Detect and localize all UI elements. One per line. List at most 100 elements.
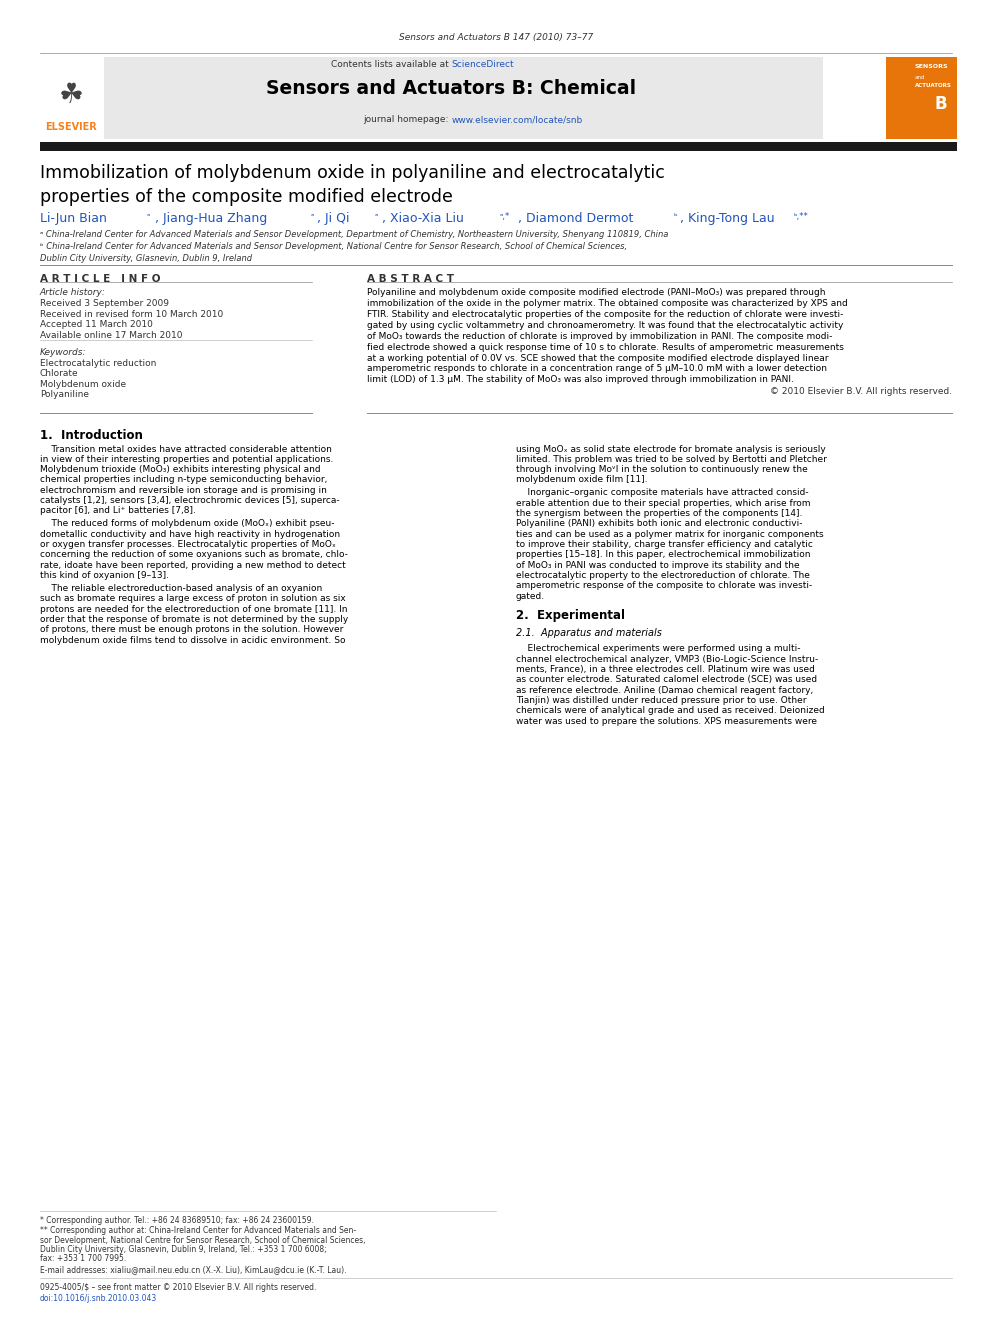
Text: Article history:: Article history: [40, 288, 105, 298]
Text: ᵃ: ᵃ [310, 212, 313, 221]
Text: ACTUATORS: ACTUATORS [915, 83, 951, 89]
Text: * Corresponding author. Tel.: +86 24 83689510; fax: +86 24 23600159.: * Corresponding author. Tel.: +86 24 836… [40, 1216, 313, 1225]
Text: Sensors and Actuators B 147 (2010) 73–77: Sensors and Actuators B 147 (2010) 73–77 [399, 33, 593, 42]
Text: sor Development, National Centre for Sensor Research, School of Chemical Science: sor Development, National Centre for Sen… [40, 1236, 365, 1245]
Text: © 2010 Elsevier B.V. All rights reserved.: © 2010 Elsevier B.V. All rights reserved… [770, 388, 952, 397]
Text: ᵃ: ᵃ [375, 212, 378, 221]
Text: properties of the composite modified electrode: properties of the composite modified ele… [40, 188, 452, 206]
Text: such as bromate requires a large excess of proton in solution as six: such as bromate requires a large excess … [40, 594, 345, 603]
Text: chemical properties including n-type semiconducting behavior,: chemical properties including n-type sem… [40, 475, 327, 484]
Text: A B S T R A C T: A B S T R A C T [367, 274, 454, 284]
Text: ᵇ,**: ᵇ,** [794, 212, 808, 221]
Text: Electrocatalytic reduction: Electrocatalytic reduction [40, 359, 156, 368]
Text: as reference electrode. Aniline (Damao chemical reagent factory,: as reference electrode. Aniline (Damao c… [516, 685, 813, 695]
Text: doi:10.1016/j.snb.2010.03.043: doi:10.1016/j.snb.2010.03.043 [40, 1294, 157, 1303]
Text: SENSORS: SENSORS [915, 64, 948, 69]
Text: concerning the reduction of some oxyanions such as bromate, chlo-: concerning the reduction of some oxyanio… [40, 550, 347, 560]
Text: protons are needed for the electroreduction of one bromate [11]. In: protons are needed for the electroreduct… [40, 605, 347, 614]
Text: , Jiang-Hua Zhang: , Jiang-Hua Zhang [155, 212, 267, 225]
Text: ** Corresponding author at: China-Ireland Center for Advanced Materials and Sen-: ** Corresponding author at: China-Irelan… [40, 1226, 356, 1236]
Text: water was used to prepare the solutions. XPS measurements were: water was used to prepare the solutions.… [516, 717, 816, 725]
Text: order that the response of bromate is not determined by the supply: order that the response of bromate is no… [40, 615, 348, 624]
Text: gated by using cyclic voltammetry and chronoamerometry. It was found that the el: gated by using cyclic voltammetry and ch… [367, 321, 843, 329]
Text: ELSEVIER: ELSEVIER [46, 122, 97, 132]
Text: The reliable electroreduction-based analysis of an oxyanion: The reliable electroreduction-based anal… [40, 583, 322, 593]
Text: , Ji Qi: , Ji Qi [317, 212, 350, 225]
Text: pacitor [6], and Li⁺ batteries [7,8].: pacitor [6], and Li⁺ batteries [7,8]. [40, 507, 195, 516]
Text: Inorganic–organic composite materials have attracted consid-: Inorganic–organic composite materials ha… [516, 488, 808, 497]
Text: ᵇ: ᵇ [674, 212, 678, 221]
Text: Polyaniline (PANI) exhibits both ionic and electronic conductivi-: Polyaniline (PANI) exhibits both ionic a… [516, 520, 803, 528]
FancyBboxPatch shape [79, 57, 823, 139]
Text: the synergism between the properties of the components [14].: the synergism between the properties of … [516, 509, 803, 519]
Text: Molybdenum trioxide (MoO₃) exhibits interesting physical and: Molybdenum trioxide (MoO₃) exhibits inte… [40, 466, 320, 474]
Text: ᵃ: ᵃ [147, 212, 150, 221]
Text: Received in revised form 10 March 2010: Received in revised form 10 March 2010 [40, 310, 223, 319]
Text: amperometric response of the composite to chlorate was investi-: amperometric response of the composite t… [516, 581, 812, 590]
Text: amperometric responds to chlorate in a concentration range of 5 μM–10.0 mM with : amperometric responds to chlorate in a c… [367, 364, 827, 373]
Text: , Xiao-Xia Liu: , Xiao-Xia Liu [382, 212, 464, 225]
Text: this kind of oxyanion [9–13].: this kind of oxyanion [9–13]. [40, 572, 169, 579]
Text: ☘: ☘ [59, 81, 84, 110]
Text: Chlorate: Chlorate [40, 369, 78, 378]
Text: ScienceDirect: ScienceDirect [451, 60, 514, 69]
Text: electrocatalytic property to the electroreduction of chlorate. The: electrocatalytic property to the electro… [516, 572, 809, 579]
Text: catalysts [1,2], sensors [3,4], electrochromic devices [5], superca-: catalysts [1,2], sensors [3,4], electroc… [40, 496, 339, 505]
Text: rate, idoate have been reported, providing a new method to detect: rate, idoate have been reported, providi… [40, 561, 345, 570]
Text: 2.  Experimental: 2. Experimental [516, 609, 625, 622]
Text: limit (LOD) of 1.3 μM. The stability of MoO₃ was also improved through immobiliz: limit (LOD) of 1.3 μM. The stability of … [367, 376, 794, 384]
Text: FTIR. Stability and electrocatalytic properties of the composite for the reducti: FTIR. Stability and electrocatalytic pro… [367, 310, 843, 319]
Text: , King-Tong Lau: , King-Tong Lau [680, 212, 774, 225]
Text: ᵃ,*: ᵃ,* [500, 212, 510, 221]
Text: channel electrochemical analyzer, VMP3 (Bio-Logic-Science Instru-: channel electrochemical analyzer, VMP3 (… [516, 655, 818, 664]
Text: of protons, there must be enough protons in the solution. However: of protons, there must be enough protons… [40, 626, 343, 634]
Text: to improve their stability, charge transfer efficiency and catalytic: to improve their stability, charge trans… [516, 540, 812, 549]
Text: molybdenum oxide films tend to dissolve in acidic environment. So: molybdenum oxide films tend to dissolve … [40, 635, 345, 644]
Text: Dublin City University, Glasnevin, Dublin 9, Ireland: Dublin City University, Glasnevin, Dubli… [40, 254, 252, 263]
Text: or oxygen transfer processes. Electrocatalytic properties of MoOₓ: or oxygen transfer processes. Electrocat… [40, 540, 335, 549]
Text: Keywords:: Keywords: [40, 348, 86, 357]
Text: Polyaniline and molybdenum oxide composite modified electrode (PANI–MoO₃) was pr: Polyaniline and molybdenum oxide composi… [367, 288, 825, 298]
Text: www.elsevier.com/locate/snb: www.elsevier.com/locate/snb [451, 115, 582, 124]
Text: , Diamond Dermot: , Diamond Dermot [518, 212, 633, 225]
FancyBboxPatch shape [40, 142, 957, 151]
Text: Received 3 September 2009: Received 3 September 2009 [40, 299, 169, 308]
Text: of MoO₃ towards the reduction of chlorate is improved by immobilization in PANI.: of MoO₃ towards the reduction of chlorat… [367, 332, 832, 341]
Text: Available online 17 March 2010: Available online 17 March 2010 [40, 331, 183, 340]
Text: 0925-4005/$ – see front matter © 2010 Elsevier B.V. All rights reserved.: 0925-4005/$ – see front matter © 2010 El… [40, 1283, 316, 1293]
Text: ᵇ China-Ireland Center for Advanced Materials and Sensor Development, National C: ᵇ China-Ireland Center for Advanced Mate… [40, 242, 627, 251]
Text: chemicals were of analytical grade and used as received. Deionized: chemicals were of analytical grade and u… [516, 706, 824, 716]
Text: Dublin City University, Glasnevin, Dublin 9, Ireland, Tel.: +353 1 700 6008;: Dublin City University, Glasnevin, Dubli… [40, 1245, 326, 1254]
Text: gated.: gated. [516, 591, 545, 601]
Text: Accepted 11 March 2010: Accepted 11 March 2010 [40, 320, 153, 329]
Text: erable attention due to their special properties, which arise from: erable attention due to their special pr… [516, 499, 810, 508]
Text: Polyaniline: Polyaniline [40, 390, 88, 400]
Text: journal homepage:: journal homepage: [363, 115, 451, 124]
Text: properties [15–18]. In this paper, electrochemical immobilization: properties [15–18]. In this paper, elect… [516, 550, 810, 560]
FancyBboxPatch shape [40, 57, 104, 139]
Text: in view of their interesting properties and potential applications.: in view of their interesting properties … [40, 455, 333, 464]
Text: as counter electrode. Saturated calomel electrode (SCE) was used: as counter electrode. Saturated calomel … [516, 675, 817, 684]
Text: electrochromism and reversible ion storage and is promising in: electrochromism and reversible ion stora… [40, 486, 326, 495]
Text: molybdenum oxide film [11].: molybdenum oxide film [11]. [516, 475, 648, 484]
Text: ᵃ China-Ireland Center for Advanced Materials and Sensor Development, Department: ᵃ China-Ireland Center for Advanced Mate… [40, 230, 668, 239]
Text: through involving MoᵛI in the solution to continuously renew the: through involving MoᵛI in the solution t… [516, 466, 807, 474]
Text: immobilization of the oxide in the polymer matrix. The obtained composite was ch: immobilization of the oxide in the polym… [367, 299, 848, 308]
Text: Transition metal oxides have attracted considerable attention: Transition metal oxides have attracted c… [40, 445, 331, 454]
Text: 2.1.  Apparatus and materials: 2.1. Apparatus and materials [516, 628, 662, 639]
Text: Electrochemical experiments were performed using a multi-: Electrochemical experiments were perform… [516, 644, 801, 654]
Text: E-mail addresses: xialiu@mail.neu.edu.cn (X.-X. Liu), KimLau@dcu.ie (K.-T. Lau).: E-mail addresses: xialiu@mail.neu.edu.cn… [40, 1265, 346, 1274]
Text: at a working potential of 0.0V vs. SCE showed that the composite modified electr: at a working potential of 0.0V vs. SCE s… [367, 353, 828, 363]
Text: Immobilization of molybdenum oxide in polyaniline and electrocatalytic: Immobilization of molybdenum oxide in po… [40, 164, 665, 183]
Text: The reduced forms of molybdenum oxide (MoOₓ) exhibit pseu-: The reduced forms of molybdenum oxide (M… [40, 520, 334, 528]
Text: Tianjin) was distilled under reduced pressure prior to use. Other: Tianjin) was distilled under reduced pre… [516, 696, 806, 705]
Text: and: and [915, 75, 926, 81]
Text: 1.  Introduction: 1. Introduction [40, 429, 143, 442]
Text: ments, France), in a three electrodes cell. Platinum wire was used: ments, France), in a three electrodes ce… [516, 665, 814, 673]
FancyBboxPatch shape [886, 57, 957, 139]
Text: Li-Jun Bian: Li-Jun Bian [40, 212, 106, 225]
Text: Sensors and Actuators B: Chemical: Sensors and Actuators B: Chemical [266, 79, 637, 98]
Text: using MoOₓ as solid state electrode for bromate analysis is seriously: using MoOₓ as solid state electrode for … [516, 445, 825, 454]
Text: dometallic conductivity and have high reactivity in hydrogenation: dometallic conductivity and have high re… [40, 529, 340, 538]
Text: A R T I C L E   I N F O: A R T I C L E I N F O [40, 274, 160, 284]
